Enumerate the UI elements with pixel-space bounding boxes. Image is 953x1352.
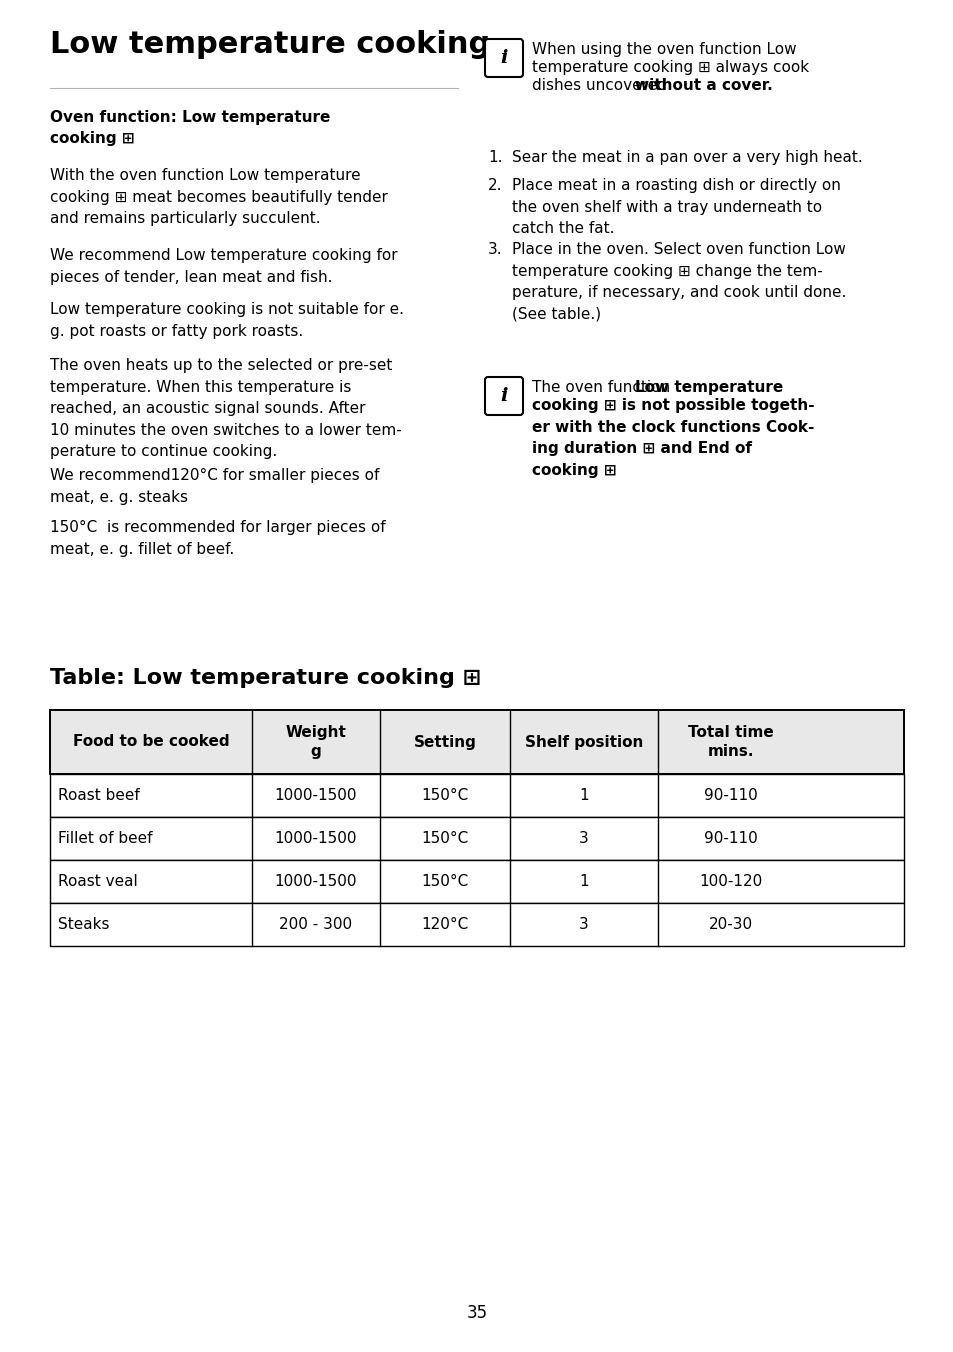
Text: 35: 35 xyxy=(466,1303,487,1322)
Text: 90-110: 90-110 xyxy=(703,831,757,846)
Text: 1000-1500: 1000-1500 xyxy=(274,873,356,890)
Bar xyxy=(50,860,903,903)
Text: Table: Low temperature cooking ⊞: Table: Low temperature cooking ⊞ xyxy=(50,668,480,688)
Bar xyxy=(50,710,903,773)
Text: We recommend120°C for smaller pieces of
meat, e. g. steaks: We recommend120°C for smaller pieces of … xyxy=(50,468,379,504)
Text: The oven heats up to the selected or pre-set
temperature. When this temperature : The oven heats up to the selected or pre… xyxy=(50,358,401,460)
Text: 1: 1 xyxy=(578,788,588,803)
Bar xyxy=(50,817,903,860)
Text: 3: 3 xyxy=(578,917,588,932)
Bar xyxy=(50,903,903,946)
Text: Weight
g: Weight g xyxy=(285,725,346,760)
Text: When using the oven function Low: When using the oven function Low xyxy=(532,42,796,57)
Text: Low temperature: Low temperature xyxy=(635,380,782,395)
Text: 2.: 2. xyxy=(488,178,502,193)
Bar xyxy=(50,773,903,817)
Text: 120°C: 120°C xyxy=(421,917,468,932)
Text: Sear the meat in a pan over a very high heat.: Sear the meat in a pan over a very high … xyxy=(512,150,862,165)
Text: Setting: Setting xyxy=(414,734,476,749)
Text: Total time
mins.: Total time mins. xyxy=(687,725,773,760)
Text: temperature cooking ⊞ always cook: temperature cooking ⊞ always cook xyxy=(532,59,808,74)
Text: 3: 3 xyxy=(578,831,588,846)
Text: We recommend Low temperature cooking for
pieces of tender, lean meat and fish.: We recommend Low temperature cooking for… xyxy=(50,247,397,285)
Text: Steaks: Steaks xyxy=(58,917,110,932)
Text: 150°C: 150°C xyxy=(421,873,468,890)
Text: i: i xyxy=(499,387,507,406)
Text: Place in the oven. Select oven function Low
temperature cooking ⊞ change the tem: Place in the oven. Select oven function … xyxy=(512,242,845,322)
Text: Food to be cooked: Food to be cooked xyxy=(72,734,229,749)
Text: Oven function: Low temperature
cooking ⊞: Oven function: Low temperature cooking ⊞ xyxy=(50,110,330,146)
Text: 1000-1500: 1000-1500 xyxy=(274,831,356,846)
Text: 100-120: 100-120 xyxy=(699,873,761,890)
FancyBboxPatch shape xyxy=(484,377,522,415)
Text: Roast veal: Roast veal xyxy=(58,873,137,890)
Text: 200 - 300: 200 - 300 xyxy=(279,917,353,932)
Text: 1000-1500: 1000-1500 xyxy=(274,788,356,803)
Text: 1: 1 xyxy=(578,873,588,890)
FancyBboxPatch shape xyxy=(484,39,522,77)
Text: cooking ⊞ is not possible togeth-
er with the clock functions Cook-
ing duration: cooking ⊞ is not possible togeth- er wit… xyxy=(532,397,814,477)
Text: 1.: 1. xyxy=(488,150,502,165)
Text: 3.: 3. xyxy=(488,242,502,257)
Text: Roast beef: Roast beef xyxy=(58,788,139,803)
Text: 150°C: 150°C xyxy=(421,788,468,803)
Text: Fillet of beef: Fillet of beef xyxy=(58,831,152,846)
Text: 150°C: 150°C xyxy=(421,831,468,846)
Text: 20-30: 20-30 xyxy=(708,917,752,932)
Text: Place meat in a roasting dish or directly on
the oven shelf with a tray undernea: Place meat in a roasting dish or directl… xyxy=(512,178,840,237)
Bar xyxy=(50,710,903,773)
Text: With the oven function Low temperature
cooking ⊞ meat becomes beautifully tender: With the oven function Low temperature c… xyxy=(50,168,388,226)
Text: dishes uncovered: dishes uncovered xyxy=(532,78,671,93)
Text: 90-110: 90-110 xyxy=(703,788,757,803)
Text: Low temperature cooking: Low temperature cooking xyxy=(50,30,490,59)
Text: i: i xyxy=(499,49,507,68)
Text: Low temperature cooking is not suitable for e.
g. pot roasts or fatty pork roast: Low temperature cooking is not suitable … xyxy=(50,301,403,338)
Text: Shelf position: Shelf position xyxy=(524,734,642,749)
Text: 150°C  is recommended for larger pieces of
meat, e. g. fillet of beef.: 150°C is recommended for larger pieces o… xyxy=(50,521,385,557)
Text: without a cover.: without a cover. xyxy=(635,78,772,93)
Text: The oven function: The oven function xyxy=(532,380,675,395)
